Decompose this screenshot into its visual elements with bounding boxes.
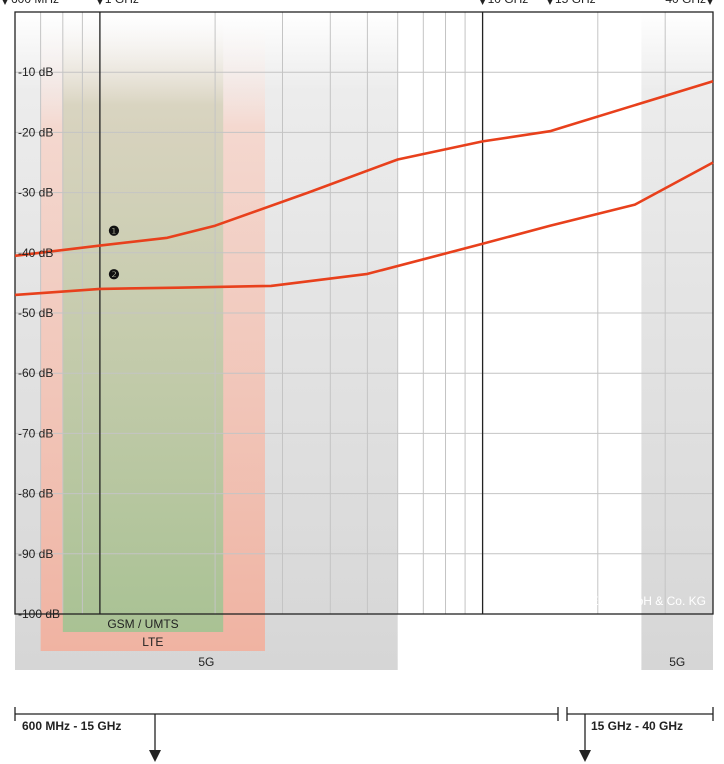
y-tick-label: -40 dB xyxy=(18,246,53,260)
chart-labels: -10 dB -20 dB -30 dB -40 dB -50 dB -60 dB -70 … xyxy=(2,0,713,621)
top-label: 40 GHz xyxy=(665,0,706,6)
frequency-ranges: 600 MHz - 15 GHz 15 GHz - 40 GHz xyxy=(14,707,714,762)
band-gsm-umts xyxy=(62,12,224,632)
series-line-2 xyxy=(14,161,714,297)
plot-frame xyxy=(14,11,714,615)
y-tick-label: -20 dB xyxy=(18,125,53,139)
range-arrow-head xyxy=(149,750,161,762)
top-label: 15 GHz xyxy=(555,0,596,6)
frequency-bands: 5G 5G LTE GSM / UMTS xyxy=(15,12,713,670)
watermark: © YSHIELD GmbH & Co. KG xyxy=(551,594,706,608)
top-label-arrow xyxy=(707,0,713,5)
top-label: 600 MHz xyxy=(11,0,59,6)
top-label-arrow xyxy=(480,0,486,5)
series-marker-2: ❷ xyxy=(108,267,120,282)
y-tick-label: -60 dB xyxy=(18,366,53,380)
y-tick-label: -80 dB xyxy=(18,487,53,501)
y-tick-label: -70 dB xyxy=(18,426,53,440)
range-label: 600 MHz - 15 GHz xyxy=(22,719,121,733)
gridlines xyxy=(14,11,714,615)
top-label-arrow xyxy=(2,0,8,5)
band-label: GSM / UMTS xyxy=(107,617,178,631)
y-tick-label: -100 dB xyxy=(18,607,60,621)
series-line-1 xyxy=(14,79,714,258)
y-tick-label: -30 dB xyxy=(18,186,53,200)
top-label: 1 GHz xyxy=(105,0,139,6)
y-tick-label: -10 dB xyxy=(18,65,53,79)
band-5g xyxy=(641,12,713,670)
y-tick-label: -50 dB xyxy=(18,306,53,320)
range-label: 15 GHz - 40 GHz xyxy=(591,719,683,733)
series-marker-1: ❶ xyxy=(108,224,120,239)
band-label: 5G xyxy=(198,655,214,669)
range-arrow-head xyxy=(579,750,591,762)
top-label: 10 GHz xyxy=(488,0,529,6)
band-label: 5G xyxy=(669,655,685,669)
band-label: LTE xyxy=(142,635,163,649)
top-label-arrow xyxy=(97,0,103,5)
data-series: ❶❷ xyxy=(14,79,714,297)
top-label-arrow xyxy=(547,0,553,5)
y-tick-label: -90 dB xyxy=(18,547,53,561)
